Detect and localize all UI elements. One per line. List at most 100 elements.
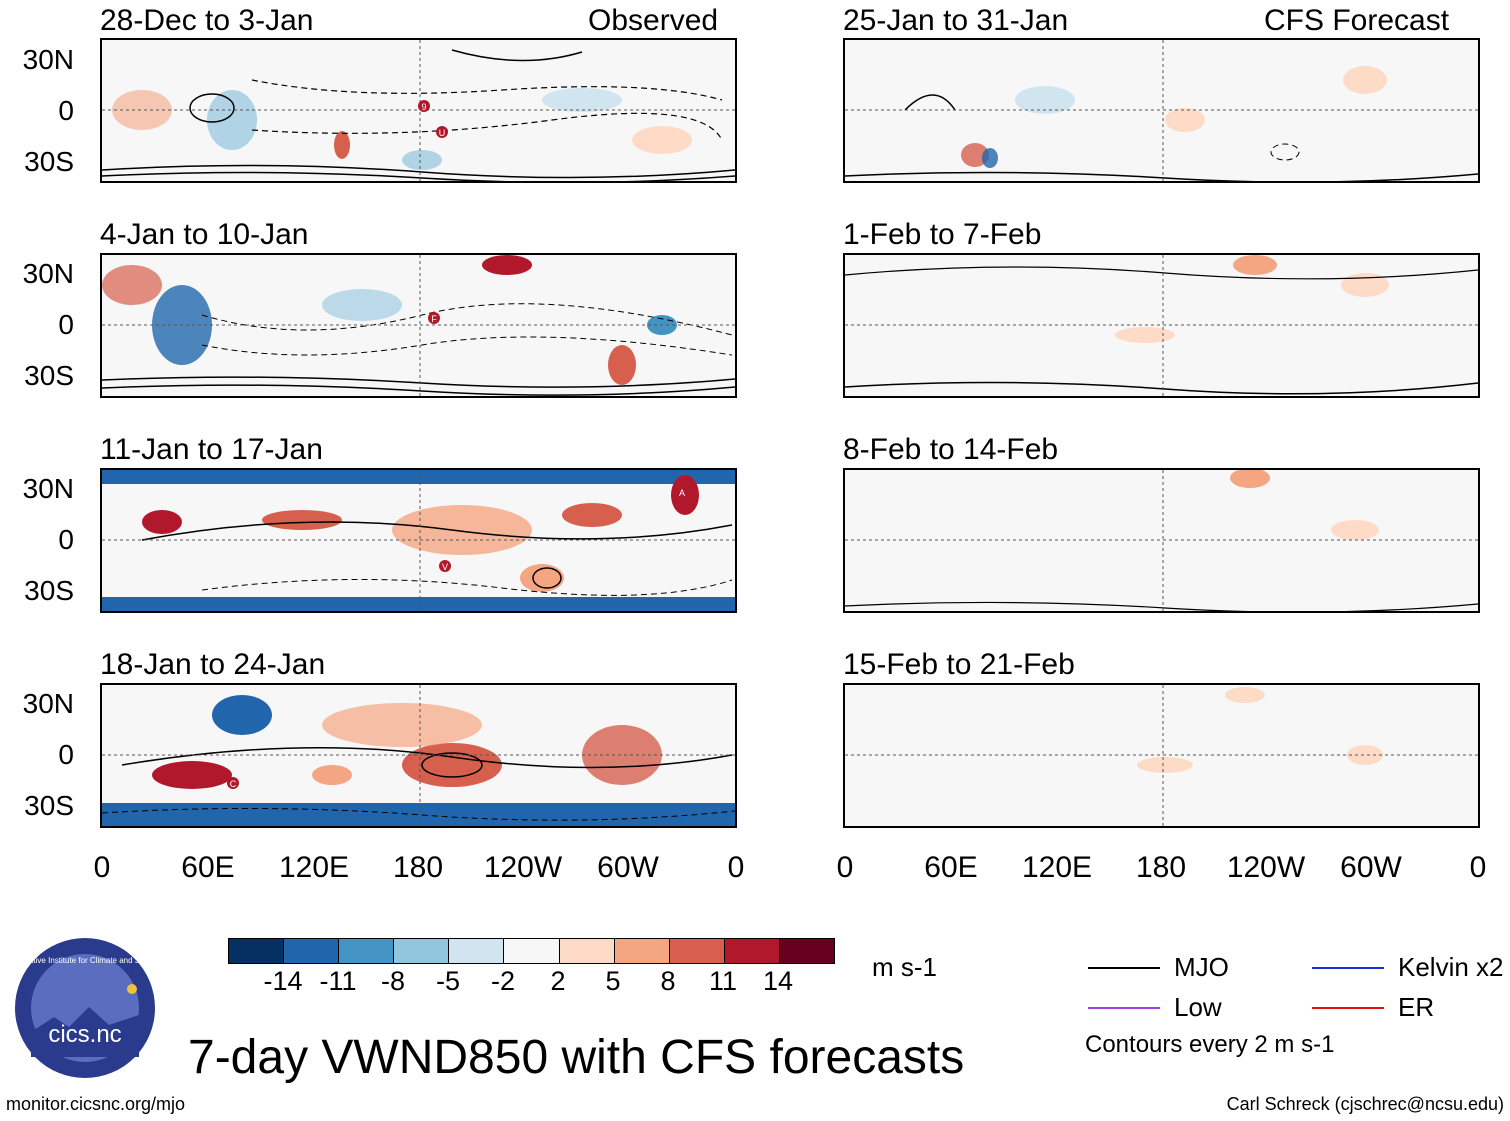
panel-title-obs-1: 4-Jan to 10-Jan — [100, 218, 309, 251]
anomaly-blob — [312, 765, 352, 785]
storm-marker — [436, 126, 448, 138]
colorbar-swatch — [229, 939, 285, 963]
colorbar-tick: -2 — [490, 966, 515, 996]
map-fcst-0-graphics — [845, 40, 1478, 181]
anomaly-blob — [562, 503, 622, 527]
map-obs-1: F — [100, 253, 737, 398]
panel-title-obs-2: 11-Jan to 17-Jan — [100, 433, 323, 466]
lon-label: 0 — [1469, 851, 1487, 884]
anomaly-blob — [542, 88, 622, 112]
contour-line — [845, 266, 1478, 280]
contour-line — [904, 94, 956, 111]
storm-marker — [418, 100, 430, 112]
anomaly-blob — [212, 695, 272, 735]
anomaly-blob — [520, 564, 564, 592]
contour-line — [189, 93, 235, 123]
map-obs-2: A V — [100, 468, 737, 613]
anomaly-blob — [1137, 757, 1193, 773]
panel-title-fcst-1: 1-Feb to 7-Feb — [843, 218, 1042, 251]
colorbar-tick: -5 — [435, 966, 460, 996]
lat-label-eq: 0 — [58, 95, 74, 126]
legend-er-label: ER — [1398, 992, 1435, 1022]
anomaly-blob — [322, 703, 482, 747]
anomaly-blob — [1115, 327, 1175, 343]
contour-line-dashed — [201, 303, 733, 336]
anomaly-band — [102, 470, 735, 484]
legend-kelvin-swatch — [1312, 966, 1384, 969]
storm-marker-label: C — [230, 779, 237, 789]
logo-mountains — [31, 1007, 139, 1057]
legend-er-swatch — [1312, 1006, 1384, 1009]
lon-label: 60W — [597, 851, 659, 884]
map-obs-3: C — [100, 683, 737, 828]
storm-marker — [227, 777, 239, 789]
lat-label-eq: 0 — [58, 309, 74, 340]
lon-label: 180 — [392, 851, 444, 884]
contour-line-dashed — [201, 579, 733, 596]
lat-label-eq: 0 — [58, 524, 74, 555]
legend-mjo-swatch — [1088, 966, 1160, 969]
legend-low: Low — [1088, 992, 1222, 1023]
colorbar — [228, 938, 835, 964]
lon-label: 60E — [181, 851, 235, 884]
contour-note: Contours every 2 m s-1 — [1085, 1031, 1335, 1058]
lat-label-30s: 30S — [24, 790, 74, 821]
anomaly-blob — [1015, 86, 1075, 114]
storm-marker — [428, 312, 440, 324]
anomaly-blob — [322, 289, 402, 321]
lon-label: 120E — [278, 851, 350, 884]
anomaly-band — [102, 803, 735, 826]
panel-title-fcst-3: 15-Feb to 21-Feb — [843, 648, 1075, 681]
anomaly-blob — [207, 90, 257, 150]
anomaly-blob — [334, 131, 350, 159]
colorbar-swatch — [779, 939, 835, 963]
contour-line — [451, 49, 583, 62]
anomaly-blob — [1165, 108, 1205, 132]
map-obs-0: 9 U — [100, 38, 737, 183]
colorbar-swatch — [614, 939, 670, 963]
anomaly-blob — [152, 761, 232, 789]
lat-label-30n: 30N — [22, 44, 74, 75]
contour-line-dashed — [251, 112, 723, 141]
lon-label: 120W — [1226, 851, 1306, 884]
panel-title-fcst-2: 8-Feb to 14-Feb — [843, 433, 1059, 466]
colorbar-tick: -8 — [380, 966, 405, 996]
map-fcst-2-graphics — [845, 470, 1478, 611]
legend-mjo: MJO — [1088, 952, 1229, 983]
storm-marker — [439, 560, 451, 572]
contour-line — [532, 567, 562, 589]
lon-label: 60E — [924, 851, 978, 884]
observed-label: Observed — [588, 4, 719, 37]
source-url[interactable]: monitor.cicsnc.org/mjo — [6, 1094, 186, 1114]
colorbar-tick: -11 — [319, 966, 357, 996]
map-obs-1-graphics: F — [102, 255, 735, 396]
contour-line — [121, 746, 733, 769]
author-credit: Carl Schreck (cjschrec@ncsu.edu) — [1226, 1094, 1504, 1114]
lon-label: 0 — [727, 851, 745, 884]
anomaly-blob — [1347, 745, 1383, 765]
contour-line — [102, 171, 735, 181]
legend-mjo-label: MJO — [1174, 952, 1229, 982]
contour-line — [845, 601, 1478, 611]
lon-label: 120W — [483, 851, 563, 884]
storm-marker-label: 9 — [421, 102, 426, 112]
colorbar-swatch — [339, 939, 395, 963]
anomaly-band — [102, 597, 735, 611]
logo-sun — [127, 984, 137, 994]
storm-marker-label: V — [442, 562, 448, 572]
map-obs-3-graphics: C — [102, 685, 735, 826]
contour-line — [141, 521, 733, 541]
anomaly-blob — [1233, 255, 1277, 275]
contour-line — [421, 752, 483, 778]
map-fcst-3 — [843, 683, 1480, 828]
contour-line-dashed — [1270, 143, 1300, 161]
anomaly-blob — [961, 143, 989, 167]
storm-marker-label: F — [431, 314, 437, 324]
anomaly-blob — [112, 90, 172, 130]
anomaly-blob — [142, 510, 182, 534]
anomaly-blob — [582, 725, 662, 785]
anomaly-blob — [1341, 273, 1389, 297]
legend-er: ER — [1312, 992, 1434, 1023]
lon-label: 0 — [93, 851, 111, 884]
contour-line — [102, 384, 735, 396]
